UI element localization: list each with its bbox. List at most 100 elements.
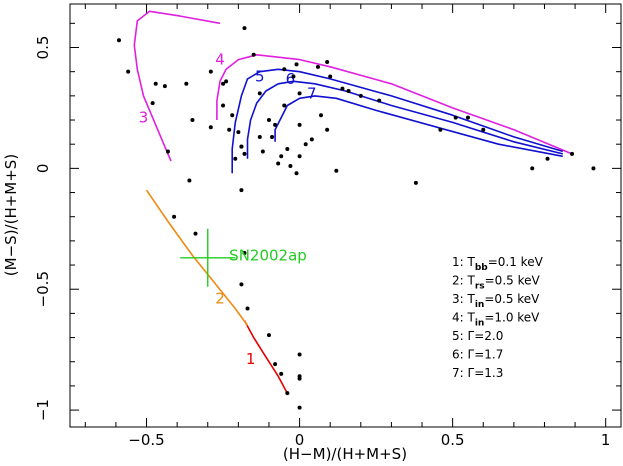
data-point (184, 81, 189, 86)
data-point (570, 151, 575, 156)
data-point (193, 231, 198, 236)
data-point (530, 166, 535, 171)
curve-4 (216, 53, 573, 155)
curve-label-6: 6 (286, 70, 296, 88)
data-point (328, 74, 333, 79)
data-point (260, 149, 265, 154)
x-axis-label: (H−M)/(H+M+S) (283, 445, 407, 463)
data-point (165, 149, 170, 154)
data-point (242, 151, 247, 156)
data-point (297, 122, 302, 127)
data-point (325, 60, 330, 65)
curve-label-7: 7 (307, 84, 317, 102)
data-point (126, 69, 131, 74)
legend-entry: 3: Tin=0.5 keV (452, 292, 540, 310)
legend-entry: 5: Γ=2.0 (452, 329, 503, 343)
curve-3 (133, 10, 221, 162)
data-point (346, 89, 351, 94)
y-tick-label: 0.5 (34, 36, 52, 60)
data-point (545, 156, 550, 161)
data-point (221, 81, 226, 86)
x-tick-label: −0.5 (128, 431, 164, 449)
data-point (150, 101, 155, 106)
data-point (334, 168, 339, 173)
data-point (242, 250, 247, 255)
data-point (273, 122, 278, 127)
curve-label-5: 5 (255, 67, 265, 85)
model-curves: 1 2 3 4 5 67 (133, 10, 573, 394)
data-point (276, 161, 281, 166)
legend-entry: 4: Tin=1.0 keV (452, 311, 540, 329)
y-axis-ticks: −1 −0.5 0 0.5 (34, 22, 621, 421)
data-point (285, 147, 290, 152)
data-point (297, 405, 302, 410)
data-point (273, 362, 278, 367)
data-point (438, 127, 443, 132)
data-point (358, 93, 363, 98)
data-point (245, 306, 250, 311)
data-point (315, 64, 320, 69)
source-points (116, 26, 596, 410)
data-point (279, 154, 284, 159)
data-point (294, 62, 299, 67)
curve-1 (243, 320, 289, 394)
x-axis-ticks: −0.5 0 0.5 1 (84, 4, 611, 449)
data-point (239, 282, 244, 287)
curve-6 (246, 80, 563, 159)
sn2002ap-label: SN2002ap (229, 246, 307, 264)
data-point (297, 91, 302, 96)
data-point (285, 391, 290, 396)
data-point (162, 84, 167, 89)
data-point (291, 74, 296, 79)
data-point (270, 134, 275, 139)
data-point (465, 115, 470, 120)
data-point (297, 352, 302, 357)
data-point (282, 103, 287, 108)
legend-entry: 6: Γ=1.7 (452, 348, 503, 362)
curve-label-4: 4 (215, 50, 225, 68)
data-point (116, 38, 121, 43)
data-point (257, 91, 262, 96)
data-point (266, 333, 271, 338)
data-point (591, 166, 596, 171)
data-point (266, 118, 271, 123)
data-point (303, 142, 308, 147)
legend-entry: 2: Trs=0.5 keV (452, 274, 540, 292)
data-point (224, 79, 229, 84)
data-point (319, 113, 324, 118)
data-point (257, 134, 262, 139)
x-tick-label: 0.5 (441, 431, 465, 449)
data-point (230, 113, 235, 118)
data-point (251, 52, 256, 57)
data-point (377, 98, 382, 103)
x-tick-label: 1 (601, 431, 611, 449)
data-point (187, 178, 192, 183)
data-point (239, 144, 244, 149)
data-point (208, 69, 213, 74)
curve-7 (274, 95, 563, 158)
data-point (340, 86, 345, 91)
y-axis-label: (M−S)/(H+M+S) (2, 154, 20, 276)
curve-2 (145, 189, 249, 326)
data-point (233, 156, 238, 161)
data-point (227, 127, 232, 132)
plot-frame (69, 3, 622, 428)
data-point (309, 137, 314, 142)
data-point (297, 376, 302, 381)
y-tick-label: −0.5 (34, 271, 52, 307)
data-point (481, 127, 486, 132)
legend-entry: 1: Tbb=0.1 keV (452, 255, 544, 273)
data-point (236, 130, 241, 135)
data-point (239, 188, 244, 193)
data-point (288, 163, 293, 168)
data-point (294, 171, 299, 176)
data-point (282, 67, 287, 72)
data-point (153, 81, 158, 86)
data-point (221, 103, 226, 108)
legend-entry: 7: Γ=1.3 (452, 366, 503, 380)
sn2002ap-marker: SN2002ap (180, 228, 307, 287)
y-tick-label: −1 (34, 399, 52, 421)
data-point (208, 125, 213, 130)
data-point (242, 26, 247, 31)
